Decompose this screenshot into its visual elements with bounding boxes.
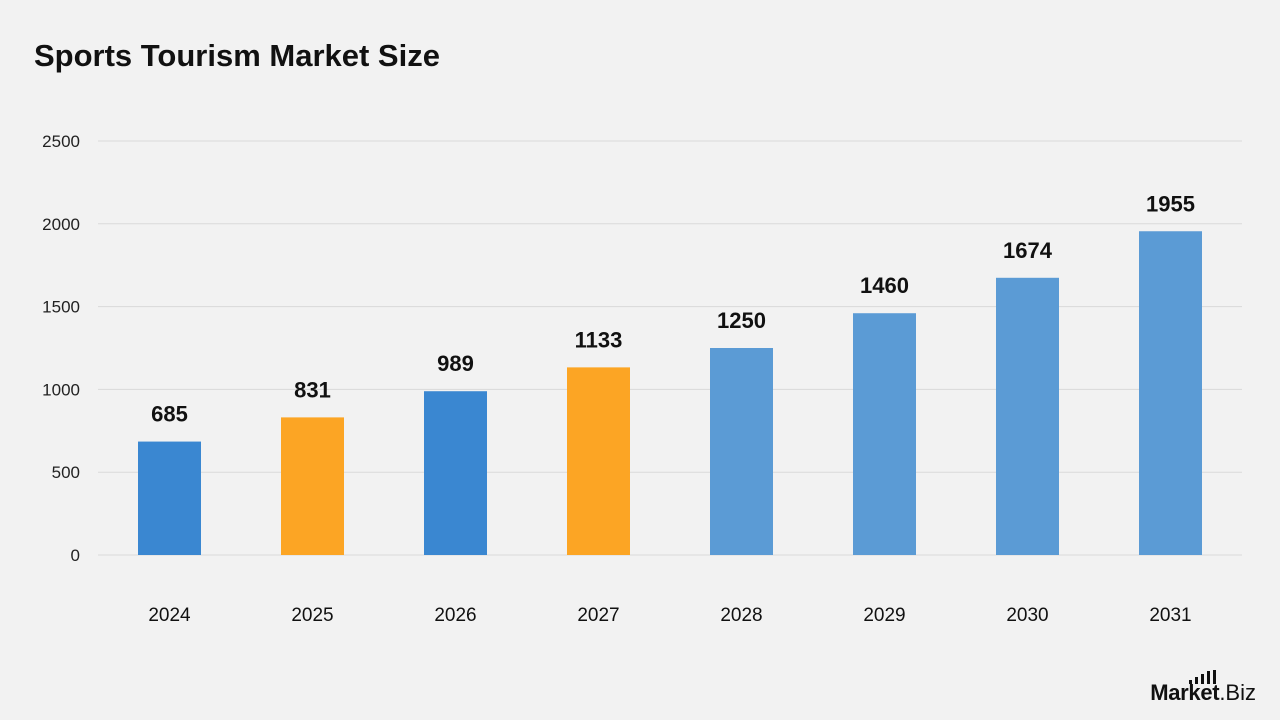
x-tick-label: 2029 <box>863 605 905 626</box>
data-label: 1674 <box>1003 238 1053 263</box>
x-tick-label: 2024 <box>148 605 191 626</box>
bar <box>853 313 916 555</box>
x-tick-label: 2025 <box>291 605 333 626</box>
data-label: 1460 <box>860 273 909 298</box>
logo-bars-icon <box>1189 670 1217 684</box>
logo-market-text: Market <box>1150 680 1220 705</box>
bar <box>281 417 344 555</box>
bar <box>996 277 1059 555</box>
bar <box>1139 231 1202 555</box>
y-tick-label: 1500 <box>42 298 80 317</box>
data-label: 831 <box>294 377 331 402</box>
logo-tld-text: .Biz <box>1219 680 1256 705</box>
logo-wordmark: Market <box>1150 670 1220 705</box>
bar <box>567 367 630 555</box>
x-tick-label: 2028 <box>720 605 762 626</box>
y-tick-label: 1000 <box>42 380 80 399</box>
x-tick-label: 2026 <box>434 605 476 626</box>
data-label: 989 <box>437 351 474 376</box>
brand-logo: Market .Biz <box>1150 670 1256 705</box>
bar <box>138 441 201 555</box>
x-tick-label: 2027 <box>577 605 619 626</box>
x-tick-label: 2030 <box>1006 605 1048 626</box>
data-label: 1250 <box>717 308 766 333</box>
data-label: 1133 <box>575 327 623 352</box>
y-tick-label: 500 <box>52 463 80 482</box>
y-tick-label: 2500 <box>42 132 80 151</box>
bar <box>424 391 487 555</box>
chart-title: Sports Tourism Market Size <box>34 38 440 73</box>
y-tick-label: 0 <box>71 546 80 565</box>
y-tick-label: 2000 <box>42 215 80 234</box>
bar <box>710 348 773 555</box>
x-tick-label: 2031 <box>1149 605 1191 626</box>
data-label: 1955 <box>1146 191 1195 216</box>
data-label: 685 <box>151 402 188 427</box>
